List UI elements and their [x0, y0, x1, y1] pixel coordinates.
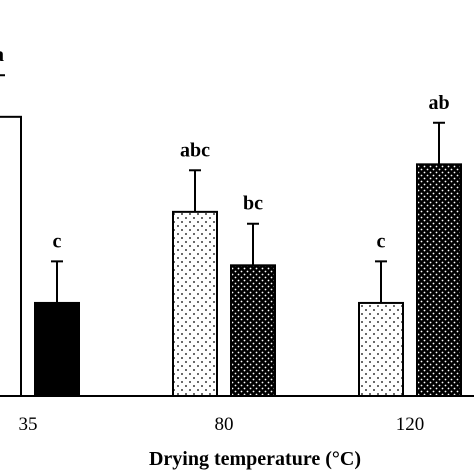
significance-label: bc — [243, 193, 263, 215]
bar-120-white-sparse-dots — [358, 301, 404, 397]
bar-120-black-white-dots — [416, 163, 462, 397]
bar-35-white — [0, 115, 22, 397]
bar-35-black — [34, 301, 80, 397]
x-tick-labels: 35 80 120 — [19, 414, 425, 435]
bar-80-black-white-dots — [230, 264, 276, 397]
bar-80-white-sparse-dots — [172, 210, 218, 397]
bars-layer: a c abc bc c ab — [0, 44, 462, 397]
x-tick-label: 35 — [19, 414, 38, 435]
significance-label: abc — [180, 139, 210, 161]
significance-label: c — [377, 230, 386, 252]
significance-label: ab — [428, 92, 449, 114]
significance-label: c — [53, 230, 62, 252]
significance-label: a — [0, 44, 4, 66]
x-tick-label: 120 — [396, 414, 425, 435]
x-tick-label: 80 — [215, 414, 234, 435]
x-axis-title: Drying temperature (°C) — [149, 448, 361, 470]
